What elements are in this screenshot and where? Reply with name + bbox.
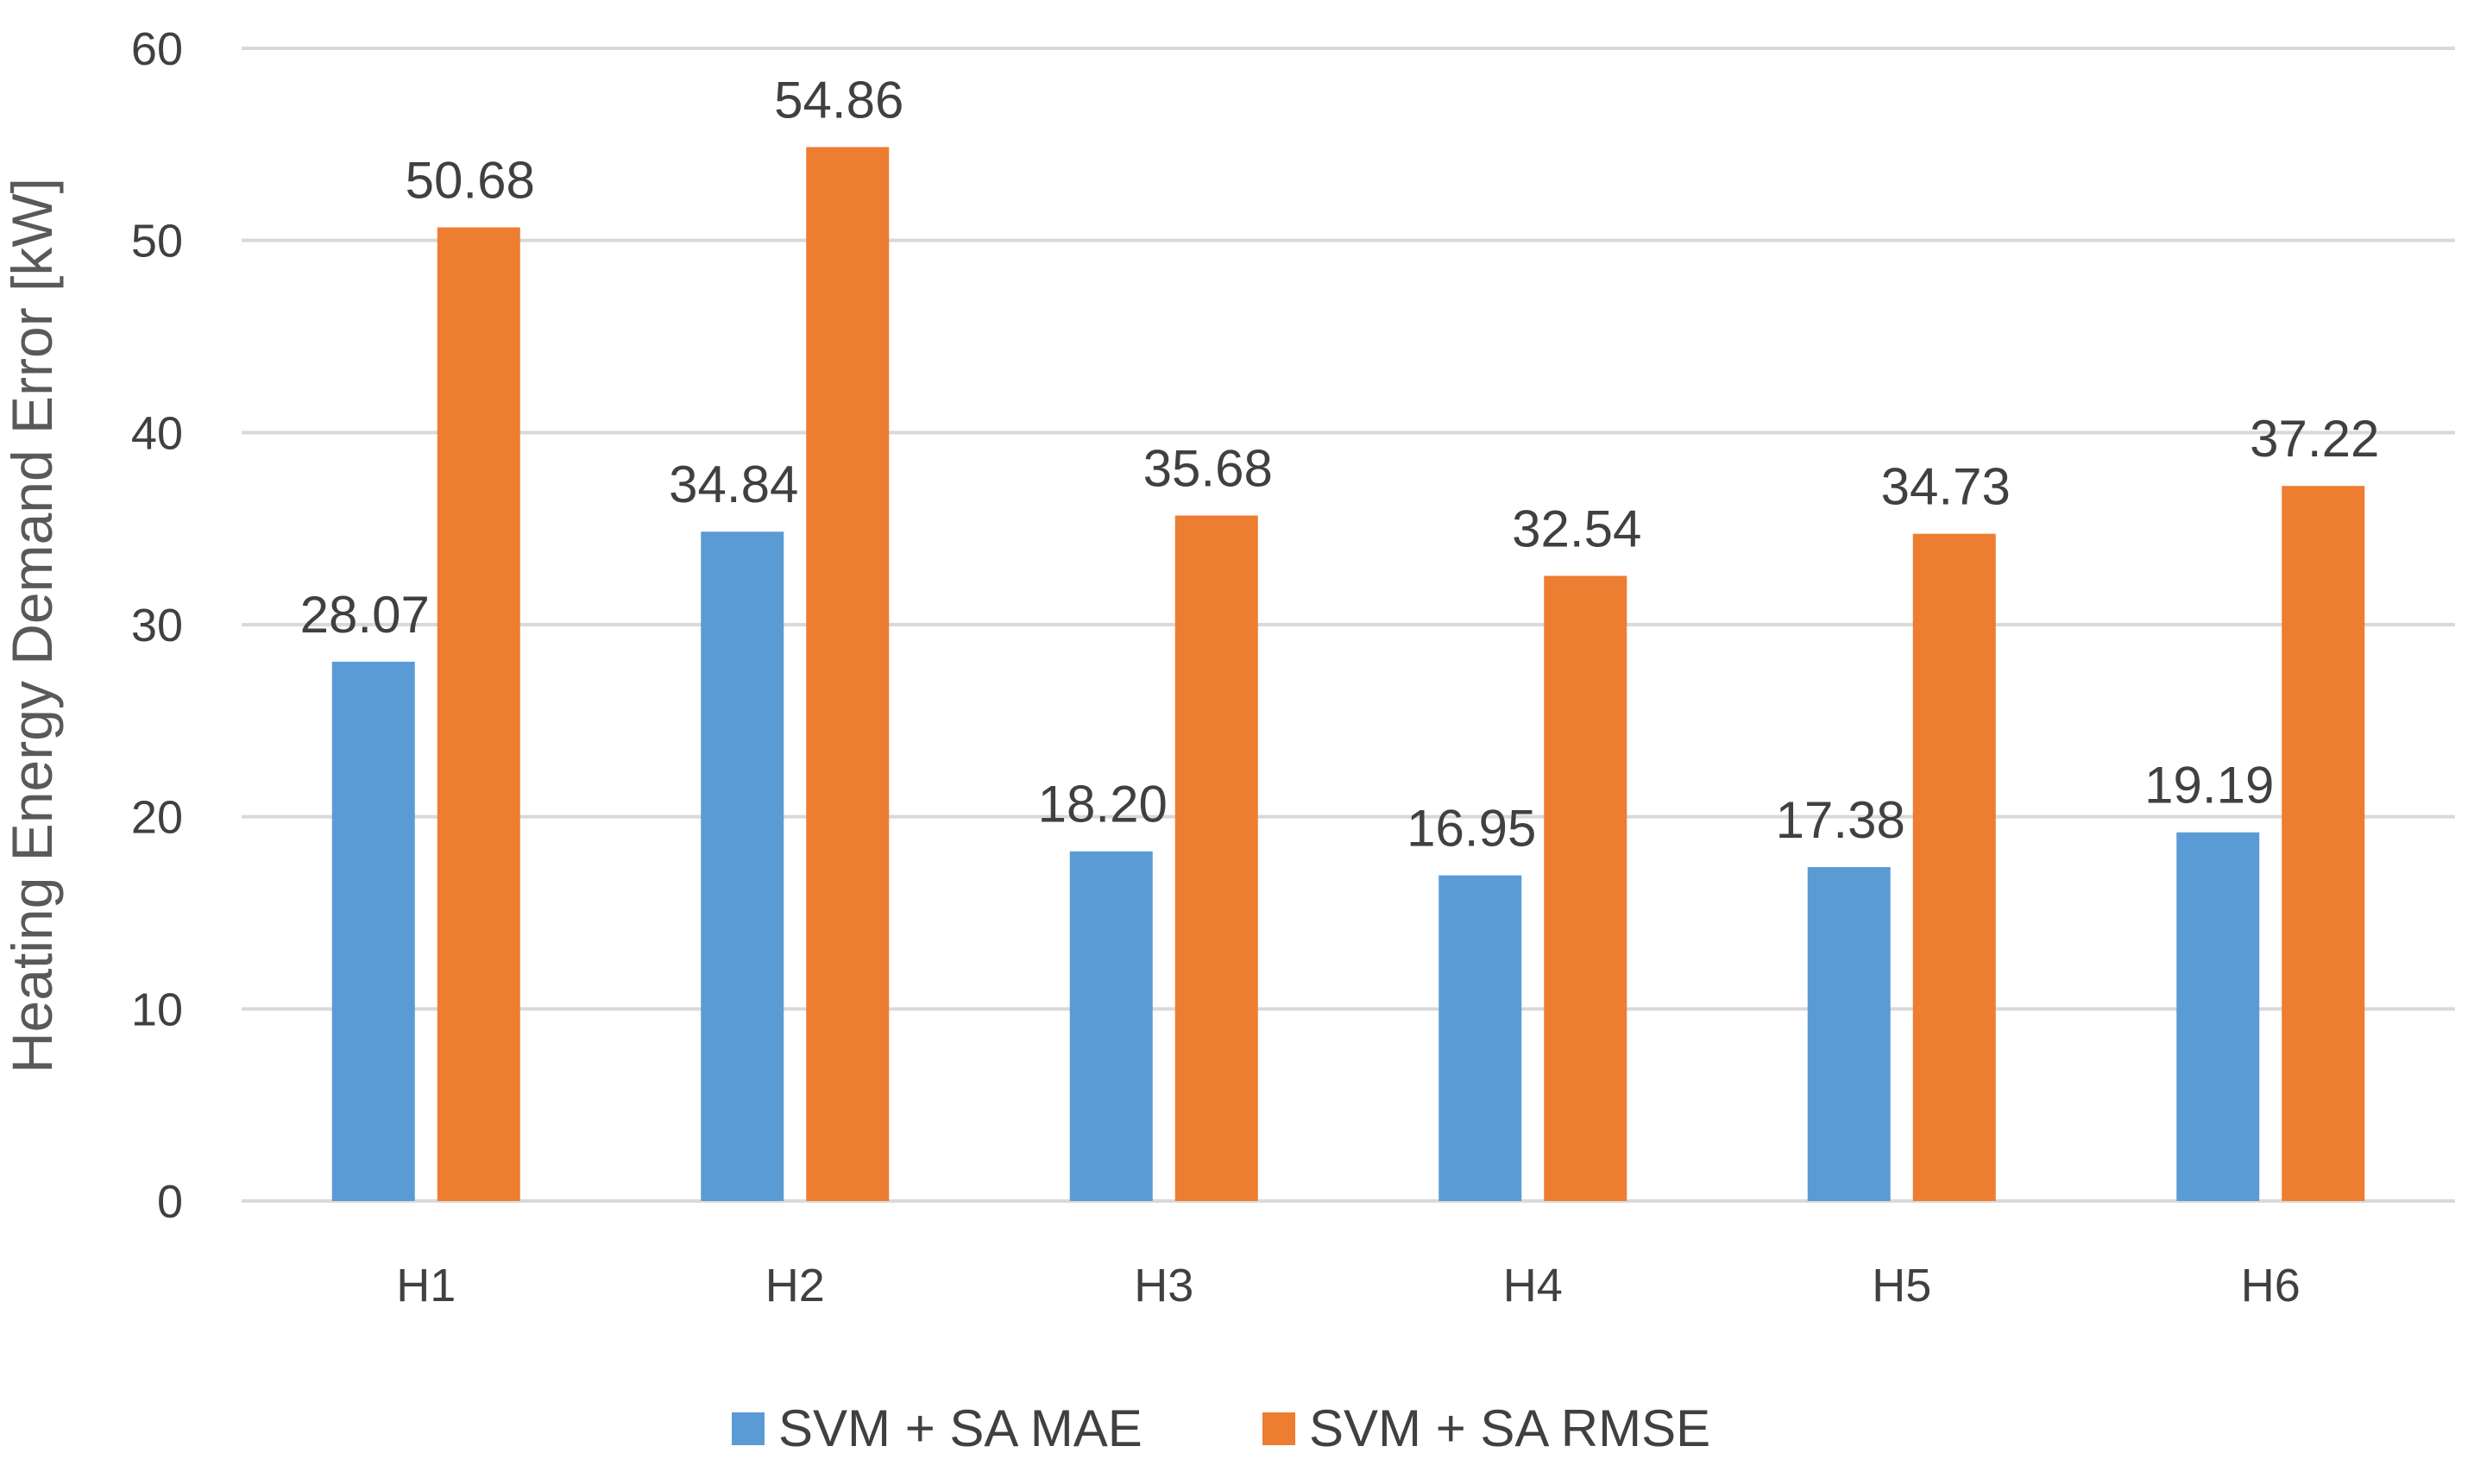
bar-h3-mae — [1069, 851, 1153, 1201]
data-label: 16.95 — [1407, 800, 1536, 858]
x-category-label: H2 — [765, 1260, 825, 1311]
y-tick-label: 60 — [131, 23, 183, 75]
x-category-label: H1 — [396, 1260, 456, 1311]
data-label: 28.07 — [300, 586, 430, 644]
y-tick-label: 0 — [157, 1176, 183, 1228]
legend-label: SVM + SA RMSE — [1309, 1399, 1710, 1457]
legend-swatch — [732, 1412, 765, 1445]
bar-h6-rmse — [2282, 486, 2365, 1201]
data-labels: 28.07 50.68 34.84 54.86 18.20 35.68 16.95 32.54… — [300, 71, 2380, 857]
legend-label: SVM + SA MAE — [778, 1399, 1143, 1457]
bar-h5-rmse — [1912, 533, 1996, 1201]
x-category-label: H4 — [1503, 1260, 1563, 1311]
data-label: 19.19 — [2144, 757, 2274, 814]
y-axis-title: Heating Energy Demand Error [kW] — [0, 178, 64, 1073]
gridlines — [242, 47, 2455, 1203]
bar-h4-rmse — [1544, 575, 1627, 1201]
y-tick-label: 20 — [131, 792, 183, 844]
x-axis-categories: H1 H2 H3 H4 H5 H6 — [396, 1260, 2301, 1311]
bar-h3-rmse — [1174, 515, 1258, 1201]
bar-h2-rmse — [806, 147, 890, 1201]
legend-swatch — [1262, 1412, 1295, 1445]
bar-h1-rmse — [437, 227, 520, 1201]
y-tick-label: 40 — [131, 407, 183, 459]
data-label: 32.54 — [1512, 500, 1641, 557]
data-label: 18.20 — [1038, 776, 1168, 833]
y-tick-label: 30 — [131, 600, 183, 651]
data-label: 17.38 — [1776, 791, 1905, 849]
data-label: 34.84 — [669, 456, 798, 513]
x-category-label: H3 — [1134, 1260, 1193, 1311]
data-label: 54.86 — [774, 71, 903, 129]
y-tick-label: 10 — [131, 984, 183, 1035]
data-label: 50.68 — [406, 152, 535, 210]
bar-h1-mae — [331, 661, 415, 1201]
y-axis-ticks: 0 10 20 30 40 50 60 — [131, 23, 183, 1228]
bar-h6-mae — [2176, 832, 2260, 1201]
x-category-label: H5 — [1872, 1260, 1931, 1311]
y-tick-label: 50 — [131, 216, 183, 267]
bar-h4-mae — [1438, 875, 1522, 1201]
data-label: 34.73 — [1881, 458, 2011, 516]
x-category-label: H6 — [2241, 1260, 2301, 1311]
bar-h5-mae — [1807, 867, 1891, 1201]
bar-h2-mae — [701, 531, 784, 1201]
data-label: 35.68 — [1143, 440, 1273, 498]
legend: SVM + SA MAE SVM + SA RMSE — [732, 1399, 1710, 1457]
data-label: 37.22 — [2250, 410, 2379, 468]
bars — [331, 147, 2365, 1201]
